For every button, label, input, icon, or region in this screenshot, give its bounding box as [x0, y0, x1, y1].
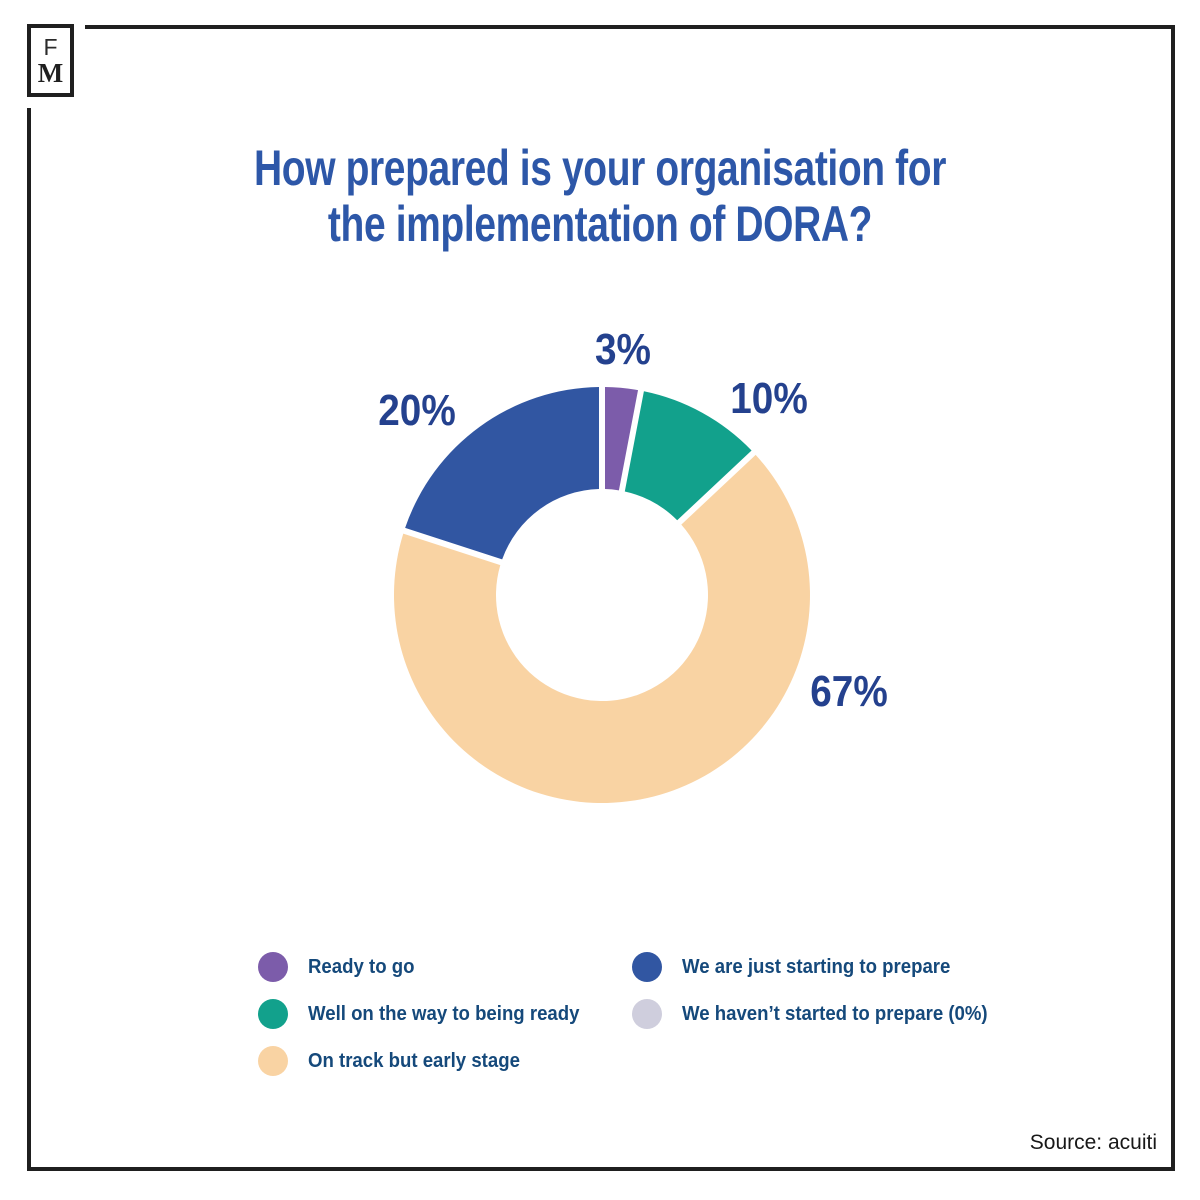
donut-slice [605, 387, 639, 491]
frame-border-bottom [27, 1167, 1175, 1171]
legend-label: On track but early stage [308, 1049, 520, 1072]
legend-item-on-track: On track but early stage [258, 1046, 600, 1076]
legend-swatch-on-track [258, 1046, 288, 1076]
pct-label-on-track: 67% [810, 667, 888, 716]
donut-slice [405, 387, 599, 560]
chart-title: How prepared is your organisation for th… [132, 140, 1068, 252]
frame-border-top [85, 25, 1175, 29]
legend-item-ready-to-go: Ready to go [258, 952, 600, 982]
legend-label: We haven’t started to prepare (0%) [682, 1002, 988, 1025]
legend-item-not-started: We haven’t started to prepare (0%) [632, 999, 1011, 1029]
source-credit: Source: acuiti [1029, 1131, 1157, 1154]
donut-slice [624, 391, 752, 521]
legend-swatch-ready-to-go [258, 952, 288, 982]
logo-letter-f: F [43, 33, 58, 60]
fm-logo: F M [27, 24, 74, 97]
legend-swatch-just-starting [632, 952, 662, 982]
chart-title-line-2: the implementation of DORA? [327, 196, 873, 252]
legend-label: Ready to go [308, 955, 415, 978]
legend-label: We are just starting to prepare [682, 955, 951, 978]
legend-label: Well on the way to being ready [308, 1002, 580, 1025]
pct-label-ready-to-go: 3% [595, 325, 651, 374]
legend-column-right: We are just starting to prepare We haven… [632, 952, 1011, 1046]
legend-item-just-starting: We are just starting to prepare [632, 952, 1011, 982]
chart-title-line-1: How prepared is your organisation for [253, 140, 947, 196]
legend-swatch-well-on-the-way [258, 999, 288, 1029]
pct-label-just-starting: 20% [378, 386, 456, 435]
legend-column-left: Ready to go Well on the way to being rea… [258, 952, 600, 1093]
donut-slice [393, 454, 810, 804]
frame-border-right [1171, 25, 1175, 1171]
donut-chart [393, 387, 810, 804]
legend-swatch-not-started [632, 999, 662, 1029]
legend-item-well-on-the-way: Well on the way to being ready [258, 999, 600, 1029]
logo-letter-m: M [37, 57, 64, 88]
frame-border-left [27, 108, 31, 1167]
pct-label-well-on-the-way: 10% [730, 374, 808, 423]
